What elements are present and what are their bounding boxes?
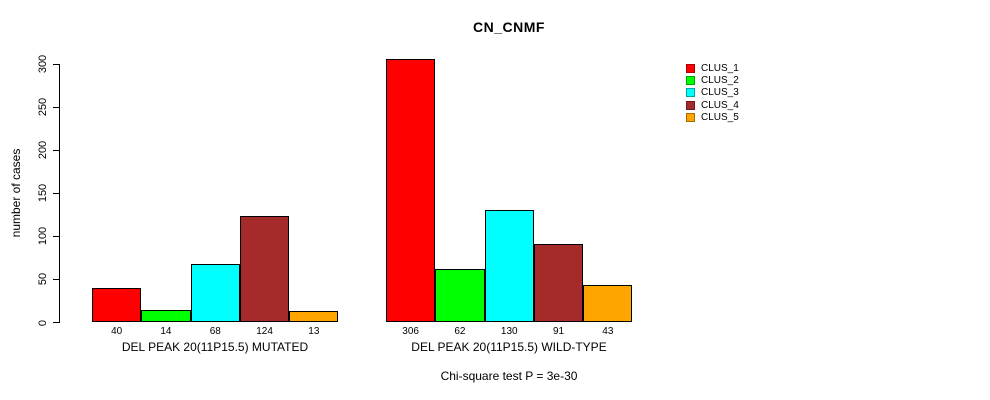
- chart-title: CN_CNMF: [473, 19, 545, 35]
- bar-value-label: 40: [111, 326, 123, 337]
- bar-value-label: 68: [209, 326, 221, 337]
- bar-clus_4-group1: [239, 215, 290, 323]
- legend-label: CLUS_2: [701, 75, 739, 87]
- legend-item-clus_2: CLUS_2: [686, 74, 739, 86]
- bar-value-label: 14: [160, 326, 172, 337]
- bar-clus_5-group2: [583, 285, 633, 323]
- legend-swatch-icon: [686, 76, 695, 86]
- bar-clus_2-group1: [141, 310, 191, 323]
- legend-swatch-icon: [686, 113, 695, 123]
- legend-item-clus_3: CLUS_3: [686, 87, 739, 99]
- group-label-wild-type: DEL PEAK 20(11P15.5) WILD-TYPE: [411, 340, 607, 354]
- legend: CLUS_1 CLUS_2 CLUS_3 CLUS_4 CLUS_5: [686, 62, 739, 124]
- y-tick-label: 200: [37, 140, 49, 160]
- legend-item-clus_1: CLUS_1: [686, 62, 739, 74]
- y-tick-mark: [53, 149, 59, 151]
- legend-label: CLUS_3: [701, 87, 739, 99]
- y-axis-line: [59, 64, 60, 323]
- y-tick-label: 100: [37, 227, 49, 246]
- y-axis-label: number of cases: [9, 148, 23, 238]
- y-tick-label: 50: [37, 273, 49, 286]
- bar-clus_3-group2: [484, 210, 534, 323]
- legend-label: CLUS_5: [701, 112, 739, 124]
- bar-value-label: 43: [602, 326, 614, 337]
- bar-clus_5-group1: [289, 311, 339, 323]
- y-tick-label: 0: [37, 319, 49, 326]
- legend-swatch-icon: [686, 88, 695, 98]
- bar-value-label: 91: [552, 326, 565, 337]
- bar-clus_2-group2: [435, 269, 485, 323]
- y-tick-mark: [53, 235, 59, 237]
- y-tick-mark: [53, 63, 59, 65]
- chi-square-annotation: Chi-square test P = 3e-30: [440, 369, 578, 383]
- y-tick-mark: [53, 278, 59, 280]
- group-label-mutated: DEL PEAK 20(11P15.5) MUTATED: [121, 340, 309, 354]
- legend-item-clus_5: CLUS_5: [686, 112, 739, 124]
- bar-value-label: 13: [308, 326, 320, 337]
- bar-clus_1-group1: [92, 288, 142, 323]
- y-tick-label: 150: [37, 184, 49, 203]
- legend-item-clus_4: CLUS_4: [686, 99, 739, 111]
- y-tick-mark: [53, 106, 59, 108]
- y-tick-mark: [53, 192, 59, 194]
- bar-value-label: 306: [402, 326, 419, 337]
- legend-swatch-icon: [686, 100, 695, 110]
- legend-swatch-icon: [686, 63, 695, 73]
- bar-value-label: 62: [454, 326, 466, 337]
- bar-clus_1-group2: [386, 58, 436, 323]
- bar-value-label: 124: [256, 326, 273, 337]
- legend-label: CLUS_1: [701, 62, 739, 74]
- y-tick-label: 250: [37, 97, 49, 117]
- y-tick-label: 300: [37, 54, 49, 74]
- legend-label: CLUS_4: [701, 99, 739, 111]
- bar-clus_4-group2: [533, 244, 584, 323]
- y-tick-mark: [53, 322, 59, 323]
- bar-clus_3-group1: [190, 263, 240, 323]
- bar-value-label: 130: [500, 326, 518, 337]
